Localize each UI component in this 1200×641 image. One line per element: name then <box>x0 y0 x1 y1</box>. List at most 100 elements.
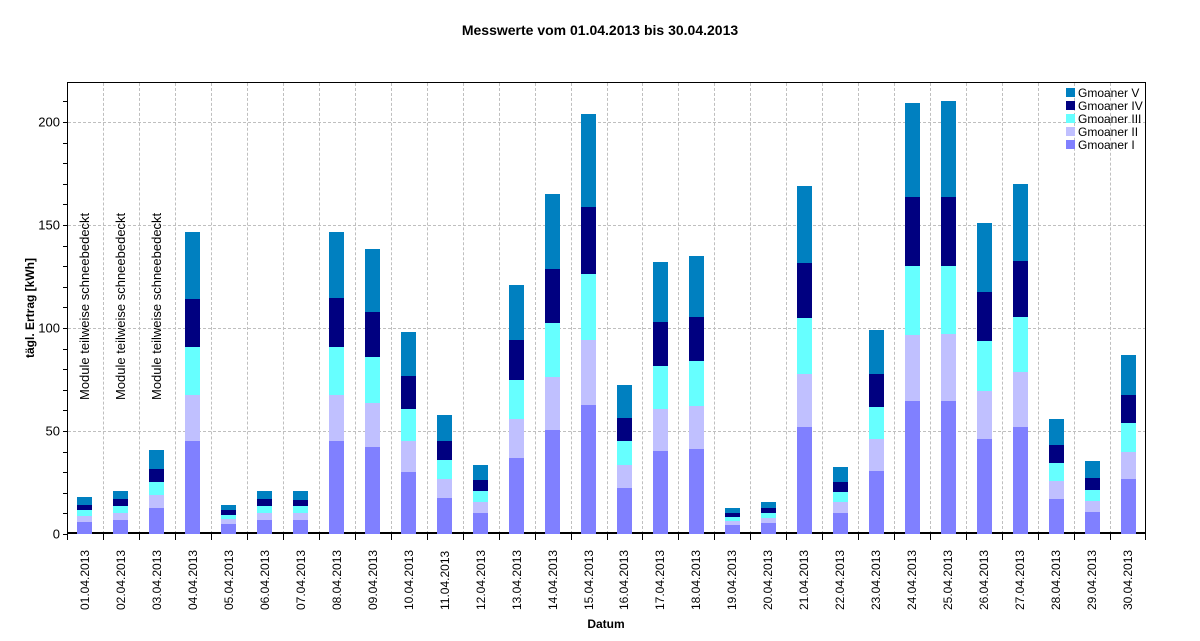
stacked-bar <box>868 330 884 534</box>
v-gridline <box>822 83 824 534</box>
bar-segment <box>365 249 381 312</box>
bar-segment <box>688 255 704 318</box>
bar-segment <box>185 441 201 534</box>
bar-segment <box>185 232 201 300</box>
bar-segment <box>581 274 597 340</box>
bar-segment <box>724 513 740 518</box>
bar-segment <box>796 263 812 319</box>
x-tick-label: 25.04.2013 <box>941 549 956 610</box>
bar-segment <box>976 292 992 342</box>
bar-segment <box>832 492 848 502</box>
stacked-bar <box>473 465 489 534</box>
y-tick-mark <box>63 451 67 453</box>
x-tick-mark <box>642 534 644 540</box>
x-tick-label: 18.04.2013 <box>689 549 704 610</box>
bar-segment <box>688 317 704 361</box>
bar-segment <box>940 334 956 401</box>
stacked-bar <box>437 414 453 534</box>
x-tick-mark <box>534 534 536 540</box>
x-tick-label: 16.04.2013 <box>617 549 632 610</box>
x-tick-mark <box>858 534 860 540</box>
bar-segment <box>545 269 561 324</box>
v-gridline <box>282 83 284 534</box>
bar-segment <box>185 346 201 395</box>
v-gridline <box>966 83 968 534</box>
bar-segment <box>940 101 956 198</box>
legend-swatch-icon <box>1066 127 1075 136</box>
y-tick-label: 200 <box>38 114 60 130</box>
bar-segment <box>760 518 776 524</box>
stacked-bar <box>185 232 201 534</box>
stacked-bar <box>401 332 417 534</box>
bar-segment <box>760 523 776 534</box>
bar-segment <box>401 376 417 409</box>
y-tick-mark <box>63 286 67 288</box>
bar-segment <box>904 197 920 267</box>
bar-segment <box>904 400 920 534</box>
y-tick-mark <box>63 369 67 371</box>
bar-segment <box>293 506 309 513</box>
bar-segment <box>545 429 561 534</box>
bar-segment <box>652 365 668 409</box>
bar-segment <box>437 414 453 442</box>
x-tick-label: 01.04.2013 <box>77 549 92 610</box>
bar-segment <box>1120 395 1136 424</box>
stacked-bar <box>796 186 812 534</box>
x-tick-label: 06.04.2013 <box>257 549 272 610</box>
x-tick-mark <box>67 534 68 540</box>
x-tick-mark <box>750 534 752 540</box>
v-gridline <box>174 83 176 534</box>
bar-segment <box>1084 490 1100 502</box>
y-tick-mark <box>63 534 67 535</box>
v-gridline <box>714 83 716 534</box>
bar-segment <box>545 377 561 430</box>
x-tick-label: 27.04.2013 <box>1013 549 1028 610</box>
legend-label: Gmoaner III <box>1078 111 1142 126</box>
x-tick-label: 29.04.2013 <box>1085 549 1100 610</box>
bar-segment <box>1120 479 1136 534</box>
stacked-bar <box>616 385 632 534</box>
bar-segment <box>365 447 381 534</box>
bar-segment <box>832 466 848 482</box>
x-tick-label: 12.04.2013 <box>473 549 488 610</box>
bar-segment <box>868 330 884 375</box>
x-tick-mark <box>894 534 896 540</box>
x-tick-label: 24.04.2013 <box>905 549 920 610</box>
bar-segment <box>940 197 956 267</box>
x-tick-mark <box>678 534 680 540</box>
bar-segment <box>149 468 165 483</box>
bar-segment <box>904 266 920 336</box>
y-tick-mark <box>63 225 67 226</box>
stacked-bar <box>257 490 273 534</box>
v-gridline <box>858 83 860 534</box>
x-tick-mark <box>138 534 140 540</box>
y-tick-mark <box>63 328 67 329</box>
stacked-bar <box>1048 419 1064 534</box>
x-tick-label: 14.04.2013 <box>545 549 560 610</box>
stacked-bar <box>113 490 129 534</box>
bar-segment <box>113 506 129 513</box>
stacked-bar <box>329 232 345 534</box>
bar-segment <box>652 322 668 366</box>
x-tick-label: 09.04.2013 <box>365 549 380 610</box>
bar-segment <box>868 439 884 471</box>
bar-segment <box>688 360 704 407</box>
x-tick-mark <box>354 534 356 540</box>
x-tick-label: 15.04.2013 <box>581 549 596 610</box>
legend-item: Gmoaner IV <box>1066 99 1143 113</box>
v-gridline <box>1002 83 1004 534</box>
y-tick-mark <box>63 472 67 474</box>
bar-segment <box>940 266 956 334</box>
bar-segment <box>329 441 345 534</box>
v-gridline <box>570 83 572 534</box>
v-gridline <box>930 83 932 534</box>
x-tick-mark <box>1038 534 1040 540</box>
bar-segment <box>1048 419 1064 446</box>
v-gridline <box>390 83 392 534</box>
bar-segment <box>473 513 489 534</box>
bar-segment <box>1012 427 1028 534</box>
bar-segment <box>329 232 345 299</box>
y-tick-mark <box>63 307 67 309</box>
bar-segment <box>652 408 668 451</box>
y-tick-mark <box>63 101 67 103</box>
